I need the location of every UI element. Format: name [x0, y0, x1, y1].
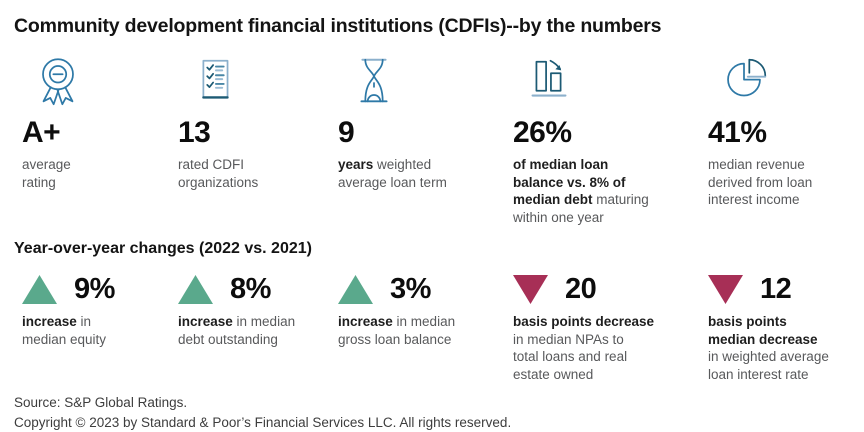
triangle-up-icon	[338, 275, 373, 305]
yoy-item-loan-interest-rate: 12 basis points median decrease in weigh…	[700, 274, 860, 383]
infographic-title: Community development financial institut…	[14, 15, 662, 37]
stat-value: 41%	[708, 116, 767, 149]
yoy-value: 8%	[230, 273, 271, 306]
stat-caption: rated CDFI organizations	[178, 157, 259, 190]
stat-value: 26%	[513, 116, 572, 149]
yoy-caption: basis points decrease in median NPAs to …	[513, 314, 655, 382]
stat-item-loan-term: 9 years weighted average loan term	[330, 53, 505, 226]
hourglass-icon	[360, 58, 388, 103]
pie-chart-icon	[727, 58, 767, 97]
stat-value: 9	[338, 116, 355, 149]
stat-item-revenue-share: 41% median revenue derived from loan int…	[700, 53, 860, 226]
yoy-caption: basis points median decrease in weighted…	[708, 314, 829, 382]
yoy-value: 3%	[390, 273, 431, 306]
stat-item-loan-balance-vs-debt: 26% of median loan balance vs. 8% of med…	[505, 53, 700, 226]
yoy-row: 9% increase in median equity 8% increase…	[14, 274, 864, 383]
stat-value: A+	[22, 116, 61, 149]
yoy-value: 12	[760, 273, 792, 306]
stat-caption: median revenue derived from loan interes…	[708, 157, 813, 208]
yoy-value: 20	[565, 273, 597, 306]
yoy-item-npas: 20 basis points decrease in median NPAs …	[505, 274, 700, 383]
stat-item-rated-organizations: 13 rated CDFI organizations	[170, 53, 330, 226]
stat-caption: years weighted average loan term	[338, 157, 447, 190]
award-medal-icon	[42, 58, 74, 106]
checklist-icon	[202, 59, 229, 99]
triangle-down-icon	[513, 275, 548, 305]
copyright-text: Copyright © 2023 by Standard & Poor’s Fi…	[14, 414, 512, 430]
stats-row: A+ average rating 13	[14, 53, 864, 226]
section-header: Year-over-year changes (2022 vs. 2021)	[14, 240, 312, 258]
yoy-caption: increase in median gross loan balance	[338, 314, 456, 347]
triangle-up-icon	[22, 275, 57, 305]
yoy-value: 9%	[74, 273, 115, 306]
yoy-item-median-equity: 9% increase in median equity	[14, 274, 170, 383]
triangle-down-icon	[708, 275, 743, 305]
yoy-item-debt-outstanding: 8% increase in median debt outstanding	[170, 274, 330, 383]
footer: Source: S&P Global Ratings. Copyright © …	[14, 393, 864, 432]
stat-caption: average rating	[22, 157, 71, 190]
stat-value: 13	[178, 116, 211, 149]
stat-item-average-rating: A+ average rating	[14, 53, 170, 226]
yoy-caption: increase in median debt outstanding	[178, 314, 296, 347]
stat-caption: of median loan balance vs. 8% of median …	[513, 157, 649, 225]
yoy-item-gross-loan-balance: 3% increase in median gross loan balance	[330, 274, 505, 383]
declining-bar-chart-icon	[531, 59, 567, 97]
yoy-caption: increase in median equity	[22, 314, 107, 347]
triangle-up-icon	[178, 275, 213, 305]
source-text: Source: S&P Global Ratings.	[14, 395, 188, 411]
